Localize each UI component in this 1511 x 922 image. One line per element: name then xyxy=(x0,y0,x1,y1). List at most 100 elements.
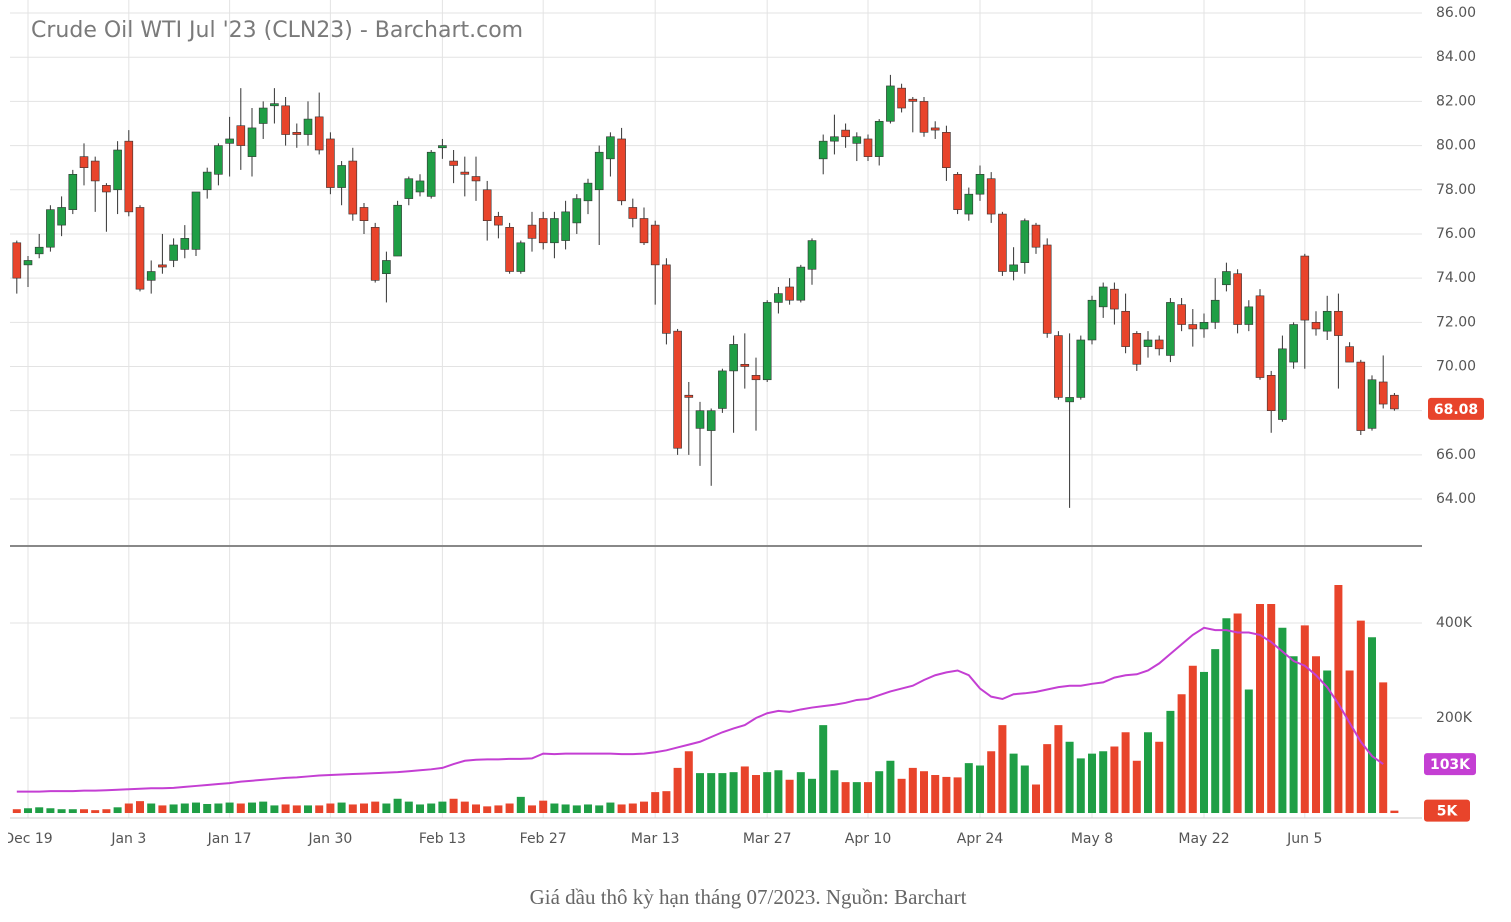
candle-body xyxy=(46,209,55,248)
volume-bar xyxy=(696,773,704,814)
candle-body xyxy=(1300,255,1310,321)
candle-body xyxy=(1121,310,1130,347)
volume-bar xyxy=(472,804,480,814)
volume-bar xyxy=(1267,604,1276,814)
candle-body xyxy=(729,344,738,372)
candle-body xyxy=(113,149,122,191)
candle-body xyxy=(1188,324,1198,330)
volume-bar xyxy=(1032,784,1040,814)
candle-body xyxy=(146,271,156,281)
y-tick-label: 84.00 xyxy=(1436,49,1476,65)
volume-bar xyxy=(12,809,21,814)
candle-body xyxy=(1244,306,1254,325)
candle-body xyxy=(986,178,996,215)
volume-bar xyxy=(673,767,682,814)
candle-body xyxy=(1031,224,1041,248)
volume-bar xyxy=(875,771,884,814)
volume-bar xyxy=(1289,656,1298,814)
volume-bar xyxy=(1200,671,1208,814)
volume-tag xyxy=(1424,799,1470,822)
candle-body xyxy=(1356,361,1366,431)
candle-body xyxy=(1345,346,1354,363)
volume-bar xyxy=(1132,760,1141,814)
candle-body xyxy=(438,145,447,149)
candle-body xyxy=(975,174,985,195)
candle-body xyxy=(684,394,694,398)
volume-bar xyxy=(158,805,167,814)
volume-bar xyxy=(718,773,727,814)
volume-bar xyxy=(774,770,783,814)
volume-bar xyxy=(572,805,581,814)
volume-bar xyxy=(1088,753,1096,814)
volume-bar xyxy=(1065,741,1074,814)
candle-body xyxy=(393,204,402,257)
volume-bar xyxy=(953,777,962,814)
candle-body xyxy=(359,207,369,221)
candle-body xyxy=(718,370,727,409)
volume-bar xyxy=(1379,682,1388,814)
volume-bar xyxy=(449,798,458,814)
candle-body xyxy=(191,191,201,250)
volume-bar xyxy=(214,803,223,814)
candle-body xyxy=(1199,322,1209,330)
volume-bar xyxy=(684,751,693,814)
candle-body xyxy=(695,410,705,429)
y-tick-label: 74.00 xyxy=(1436,270,1476,286)
volume-bar xyxy=(292,805,301,814)
candle-body xyxy=(337,165,346,188)
x-tick-label: Feb 13 xyxy=(419,831,466,847)
volume-bar xyxy=(897,778,906,814)
candle-body xyxy=(303,118,313,135)
candle-body xyxy=(561,211,570,241)
volume-bar xyxy=(1110,746,1119,814)
volume-bar xyxy=(248,802,256,814)
candle-body xyxy=(662,264,671,334)
candle-body xyxy=(1289,324,1298,363)
volume-bar xyxy=(270,805,279,814)
candle-body xyxy=(1098,286,1108,308)
volume-bar xyxy=(483,806,492,814)
volume-bar xyxy=(998,725,1007,814)
volume-bar xyxy=(819,725,828,814)
volume-bar xyxy=(124,803,133,814)
candle-body xyxy=(57,207,66,226)
candle-body xyxy=(818,140,828,160)
volume-bar xyxy=(136,801,144,814)
volume-bar xyxy=(1144,732,1152,814)
volume-bar xyxy=(852,782,861,814)
candle-body xyxy=(1154,339,1164,350)
volume-bar xyxy=(1244,689,1253,814)
y-tick-label: 70.00 xyxy=(1436,358,1476,374)
candle-body xyxy=(158,264,167,268)
y-tick-label: 86.00 xyxy=(1436,5,1476,21)
candle-body xyxy=(830,136,839,142)
volume-bar xyxy=(236,803,245,814)
volume-bar xyxy=(80,809,88,814)
volume-bar xyxy=(942,776,951,814)
volume-bar xyxy=(147,803,156,814)
y-tick-label: 80.00 xyxy=(1436,138,1476,154)
volume-bar xyxy=(1099,751,1108,814)
candle-body xyxy=(214,145,223,175)
candle-body xyxy=(1054,335,1063,398)
volume-bar xyxy=(360,803,368,814)
candle-body xyxy=(1311,322,1321,330)
y-tick-label: 76.00 xyxy=(1436,226,1476,242)
candle-body xyxy=(1222,271,1231,286)
candle-body xyxy=(617,138,626,202)
candle-body xyxy=(639,218,649,244)
candle-body xyxy=(1166,302,1175,356)
candle-body xyxy=(370,227,380,281)
x-tick-label: May 8 xyxy=(1071,831,1113,847)
candle-body xyxy=(852,136,862,144)
candle-body xyxy=(863,138,873,157)
volume-bar xyxy=(1222,618,1231,814)
x-labels: Dec 19 Jan 3 Jan 17 Jan 30 Feb 13 Feb 27 Mar 1… xyxy=(8,831,1322,847)
volume-bar xyxy=(169,804,178,814)
volume-bar xyxy=(528,805,536,814)
volume-bar xyxy=(337,802,346,814)
x-tick-label: May 22 xyxy=(1178,831,1229,847)
candle-body xyxy=(135,207,145,290)
volume-bar xyxy=(539,800,548,814)
chart-title: Crude Oil WTI Jul '23 (CLN23) - Barchart… xyxy=(31,18,523,43)
